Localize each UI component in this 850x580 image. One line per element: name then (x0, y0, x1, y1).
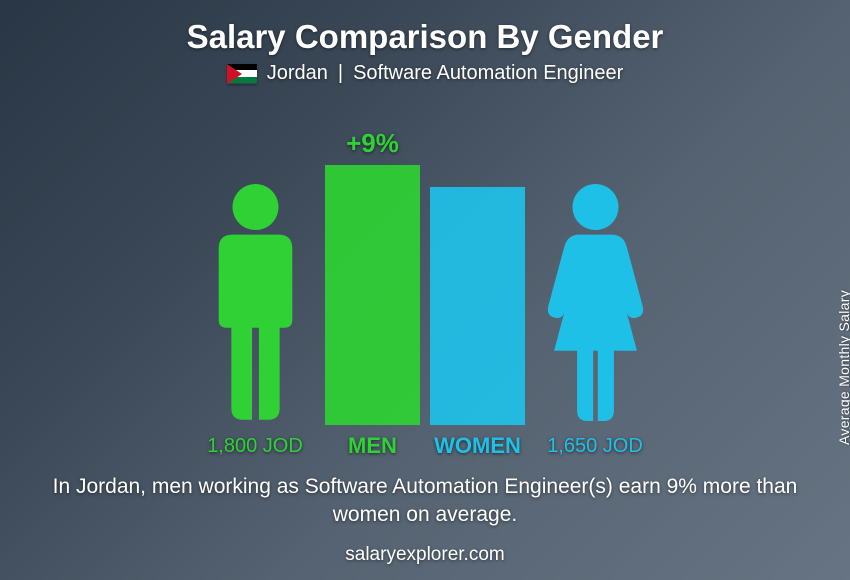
women-label: WOMEN (430, 433, 525, 459)
jordan-flag-icon (227, 64, 257, 84)
main-title: Salary Comparison By Gender (187, 18, 664, 56)
woman-icon (538, 180, 653, 425)
percent-diff-label: +9% (346, 128, 399, 159)
infographic-container: Salary Comparison By Gender Jordan | Sof… (0, 0, 850, 580)
subtitle-row: Jordan | Software Automation Engineer (227, 62, 624, 85)
women-bar-column (430, 95, 525, 425)
women-icon-column (535, 95, 655, 425)
men-salary-value: 1,800 JOD (195, 435, 315, 458)
footer-source: salaryexplorer.com (345, 544, 504, 566)
men-label: MEN (325, 433, 420, 459)
summary-text: In Jordan, men working as Software Autom… (45, 473, 805, 530)
labels-row: 1,800 JOD MEN WOMEN 1,650 JOD (75, 433, 775, 459)
chart-area: +9% (75, 95, 775, 425)
y-axis-label: Average Monthly Salary (836, 290, 850, 445)
job-title-label: Software Automation Engineer (353, 62, 623, 85)
men-bar (325, 165, 420, 425)
man-icon (198, 180, 313, 425)
men-bar-column: +9% (325, 95, 420, 425)
women-bar (430, 187, 525, 425)
men-icon-column (195, 95, 315, 425)
separator: | (338, 62, 343, 85)
women-salary-value: 1,650 JOD (535, 435, 655, 458)
country-label: Jordan (267, 62, 328, 85)
